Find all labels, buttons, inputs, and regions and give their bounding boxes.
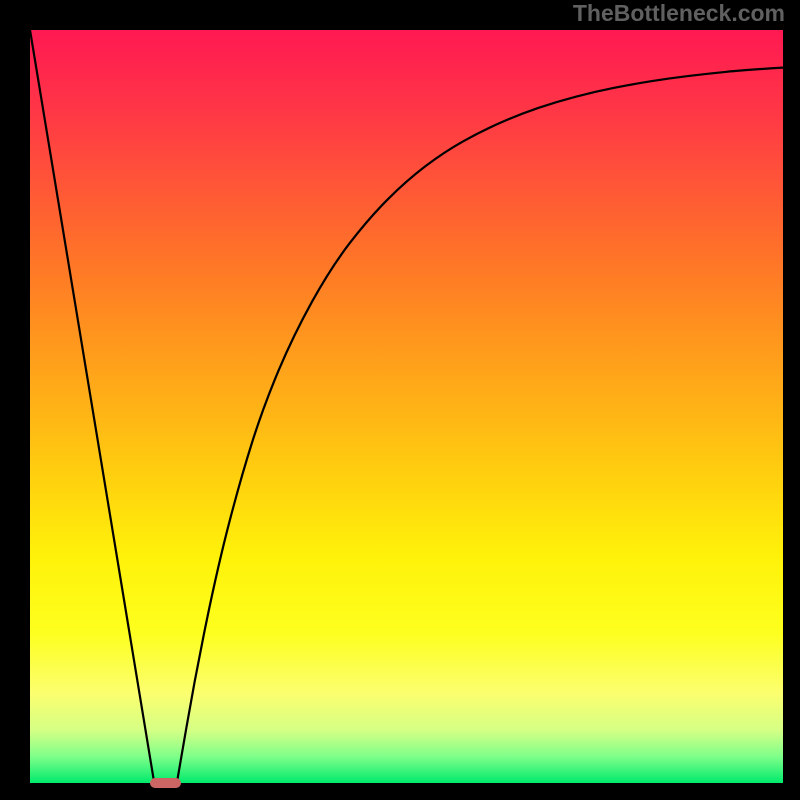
plot-area bbox=[30, 30, 783, 783]
bottleneck-curve bbox=[30, 30, 783, 783]
chart-container: TheBottleneck.com bbox=[0, 0, 800, 800]
curve-svg bbox=[30, 30, 783, 783]
watermark-label: TheBottleneck.com bbox=[573, 0, 785, 26]
watermark-text: TheBottleneck.com bbox=[573, 0, 785, 27]
min-marker bbox=[150, 778, 180, 789]
